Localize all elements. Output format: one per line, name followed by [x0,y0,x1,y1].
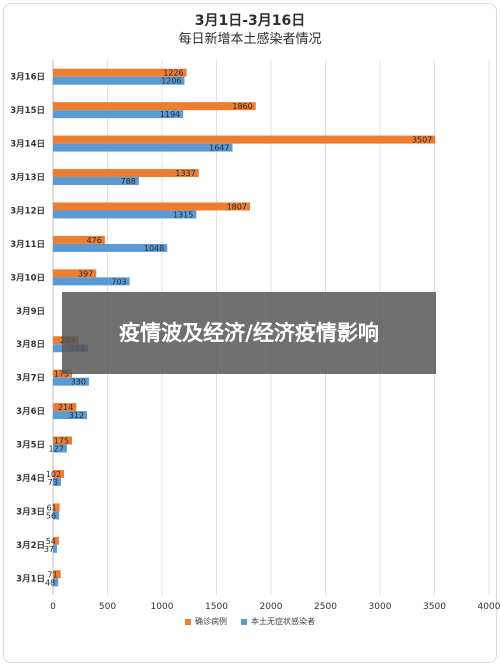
x-tick-label: 500 [99,602,116,612]
legend-swatch-asymptomatic [241,619,247,625]
bar-confirmed [53,136,435,144]
data-label: 1048 [144,244,164,253]
category-label: 3月11日 [10,240,45,250]
data-label: 73 [48,478,58,487]
data-label: 1807 [227,202,247,211]
category-label: 3月5日 [16,441,45,451]
overlay-title: 疫情波及经济/经济疫情影响 [84,318,414,348]
category-label: 3月7日 [16,374,45,384]
category-label: 3月16日 [10,73,45,83]
data-label: 37 [44,545,54,554]
legend-swatch-confirmed [185,619,191,625]
category-label: 3月14日 [10,140,45,150]
legend-item-confirmed: 确诊病例 [185,616,227,627]
data-label: 476 [87,236,102,245]
x-tick-label: 2500 [314,602,337,612]
x-tick-label: 3000 [369,602,392,612]
legend-item-asymptomatic: 本土无症状感染者 [241,616,315,627]
data-label: 1206 [161,77,181,86]
data-label: 56 [46,511,56,520]
category-label: 3月3日 [16,507,45,517]
data-label: 3507 [412,136,432,145]
data-label: 312 [69,411,84,420]
data-label: 1315 [173,210,193,219]
x-tick-label: 1000 [151,602,174,612]
data-label: 1860 [232,102,252,111]
data-label: 397 [78,269,93,278]
bar-asymptomatic [53,144,233,152]
legend-label-confirmed: 确诊病例 [195,616,227,627]
data-label: 1337 [175,169,195,178]
category-label: 3月9日 [16,307,45,317]
category-label: 3月2日 [16,541,45,551]
category-label: 3月13日 [10,173,45,183]
bar-confirmed [53,202,250,210]
x-tick-label: 3500 [423,602,446,612]
data-label: 1194 [160,110,180,119]
category-label: 3月6日 [16,407,45,417]
data-label: 703 [111,277,126,286]
x-tick-label: 4000 [478,602,500,612]
data-label: 127 [49,445,64,454]
category-label: 3月10日 [10,273,45,283]
data-label: 330 [71,378,86,387]
x-tick-label: 1500 [205,602,228,612]
data-label: 48 [45,578,55,587]
category-label: 3月8日 [16,340,45,350]
category-label: 3月4日 [16,474,45,484]
legend-label-asymptomatic: 本土无症状感染者 [251,616,315,627]
x-tick-label: 2000 [260,602,283,612]
data-label: 788 [121,177,136,186]
overlay-banner: 疫情波及经济/经济疫情影响 [62,292,436,374]
chart-legend: 确诊病例 本土无症状感染者 [0,616,500,627]
x-tick-label: 0 [50,602,56,612]
category-label: 3月15日 [10,106,45,116]
data-label: 1647 [209,144,229,153]
category-label: 3月12日 [10,206,45,216]
category-label: 3月1日 [16,574,45,584]
bar-confirmed [53,102,256,110]
